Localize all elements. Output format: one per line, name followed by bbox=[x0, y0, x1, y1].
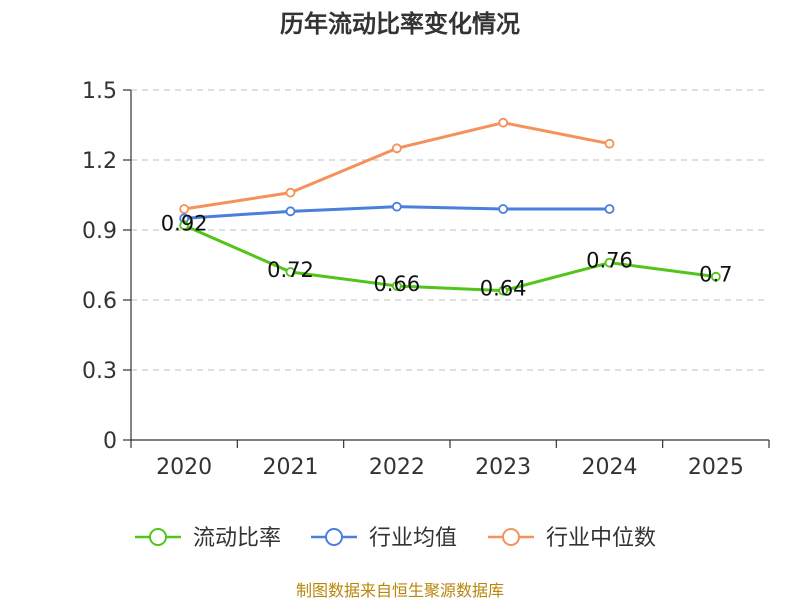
series-2 bbox=[179, 201, 615, 224]
legend-marker bbox=[149, 528, 167, 546]
data-point[interactable] bbox=[391, 281, 402, 291]
x-tick-label: 2025 bbox=[688, 455, 744, 480]
data-point[interactable] bbox=[498, 204, 509, 214]
series-layer bbox=[179, 117, 721, 296]
legend-label: 流动比率 bbox=[193, 526, 281, 551]
legend-marker bbox=[325, 528, 343, 546]
data-label: 0.76 bbox=[586, 249, 633, 273]
legend-item[interactable]: 流动比率 bbox=[135, 526, 281, 551]
series-line bbox=[183, 121, 610, 211]
x-tick-label: 2023 bbox=[475, 455, 531, 480]
data-point[interactable] bbox=[179, 220, 190, 231]
legend-label: 行业均值 bbox=[369, 526, 457, 551]
data-point[interactable] bbox=[604, 257, 615, 268]
data-point[interactable] bbox=[391, 143, 402, 154]
x-tick-label: 2020 bbox=[156, 455, 212, 480]
y-tick-label: 0.9 bbox=[82, 219, 117, 244]
data-point[interactable] bbox=[391, 201, 402, 212]
data-label: 0.72 bbox=[267, 258, 314, 282]
series-1 bbox=[179, 220, 721, 296]
y-tick-label: 0.6 bbox=[82, 289, 117, 314]
source-note: 制图数据来自恒生聚源数据库 bbox=[295, 581, 504, 600]
y-tick-label: 1.5 bbox=[82, 79, 117, 104]
legend[interactable]: 流动比率 行业均值 行业中位数 bbox=[135, 526, 656, 551]
data-point[interactable] bbox=[498, 117, 509, 128]
legend-item[interactable]: 行业中位数 bbox=[488, 526, 656, 551]
data-labels: 0.92 0.72 0.66 0.64 0.76 0.7 bbox=[161, 211, 733, 300]
legend-marker bbox=[502, 528, 520, 546]
series-line bbox=[183, 223, 717, 293]
series-3 bbox=[179, 117, 615, 214]
x-tick-label: 2022 bbox=[369, 455, 425, 480]
data-point[interactable] bbox=[179, 204, 190, 214]
axes: 0 0.3 0.6 0.9 1.2 1.5 2020 2021 2022 2023 2024 2025 bbox=[82, 79, 770, 480]
grid-lines bbox=[131, 89, 769, 371]
data-point[interactable] bbox=[710, 271, 721, 282]
data-point[interactable] bbox=[285, 206, 296, 217]
y-tick-label: 0 bbox=[103, 429, 117, 454]
y-tick-label: 0.3 bbox=[82, 359, 117, 384]
chart-title: 历年流动比率变化情况 bbox=[280, 10, 520, 38]
data-label: 0.64 bbox=[480, 277, 527, 301]
x-tick-label: 2021 bbox=[263, 455, 319, 480]
data-point[interactable] bbox=[604, 204, 615, 214]
data-label: 0.7 bbox=[699, 263, 732, 287]
legend-label: 行业中位数 bbox=[546, 526, 656, 551]
data-point[interactable] bbox=[498, 285, 509, 296]
data-point[interactable] bbox=[285, 187, 296, 198]
y-tick-label: 1.2 bbox=[82, 149, 117, 174]
data-label: 0.66 bbox=[373, 272, 420, 296]
legend-item[interactable]: 行业均值 bbox=[311, 526, 457, 551]
data-label: 0.92 bbox=[161, 211, 208, 235]
data-point[interactable] bbox=[285, 267, 296, 277]
data-point[interactable] bbox=[604, 138, 615, 149]
x-tick-label: 2024 bbox=[582, 455, 638, 480]
